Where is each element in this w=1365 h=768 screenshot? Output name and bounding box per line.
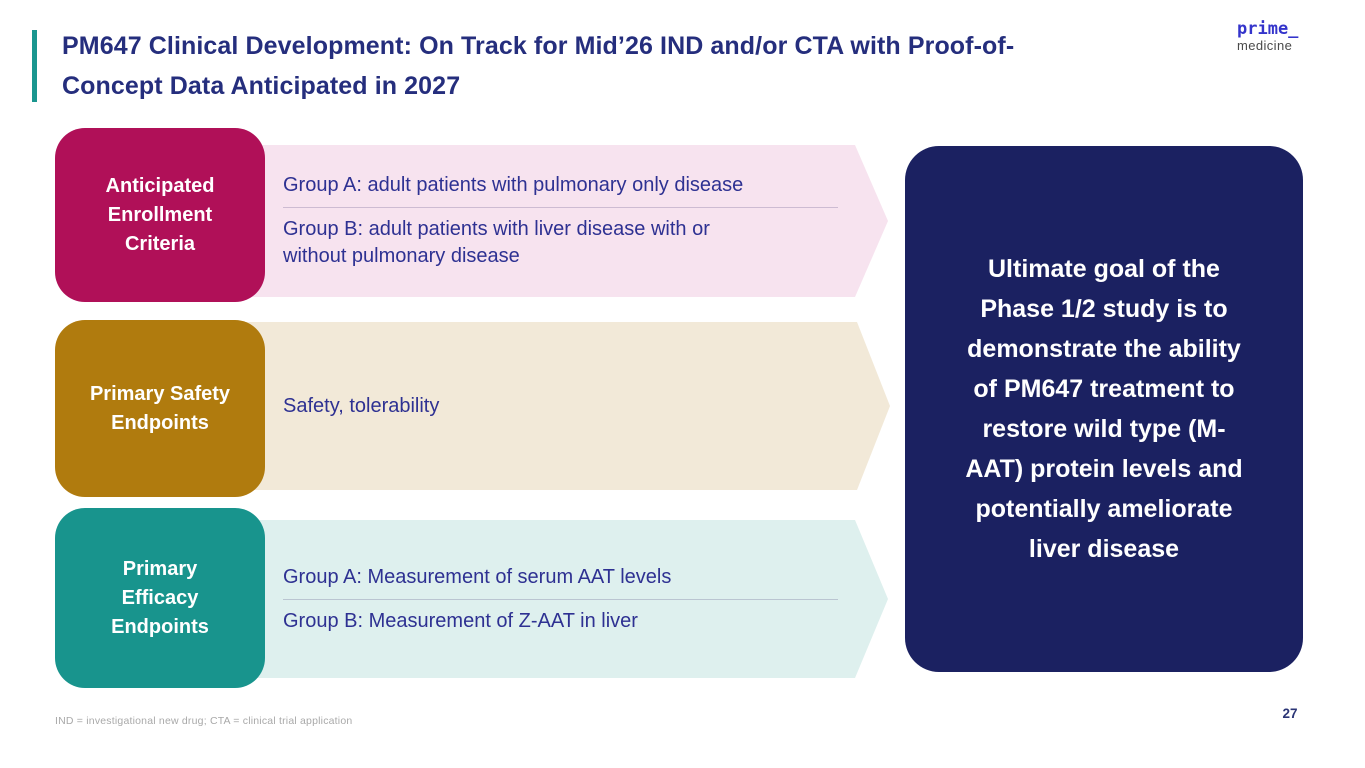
band-anticipated-enrollment-criteria: Group A: adult patients with pulmonary o… <box>235 145 888 297</box>
efficacy-group-b-text: Group B: Measurement of Z-AAT in liver <box>283 609 638 632</box>
enrollment-group-b-text: Group B: adult patients with liver disea… <box>283 218 710 267</box>
ultimate-goal-text: Ultimate goal of the Phase 1/2 study is … <box>965 255 1243 563</box>
ultimate-goal-callout-box: Ultimate goal of the Phase 1/2 study is … <box>905 146 1303 672</box>
band-divider <box>283 599 838 600</box>
safety-endpoints-text: Safety, tolerability <box>283 394 440 417</box>
logo-wordmark-medicine: medicine <box>1237 38 1293 53</box>
label-box-anticipated-enrollment-criteria: Anticipated Enrollment Criteria <box>55 128 265 302</box>
page-number: 27 <box>1282 706 1298 721</box>
label-box-primary-safety-endpoints: Primary Safety Endpoints <box>55 320 265 497</box>
title-accent-bar <box>32 30 37 102</box>
band-divider <box>283 207 838 208</box>
footnote-abbreviations: IND = investigational new drug; CTA = cl… <box>55 715 353 727</box>
logo-wordmark-prime: prime_ <box>1237 19 1299 39</box>
band-primary-efficacy-endpoints: Group A: Measurement of serum AAT levels… <box>235 520 888 678</box>
label-box-primary-efficacy-endpoints: Primary Efficacy Endpoints <box>55 508 265 688</box>
band-primary-safety-endpoints: Safety, tolerability <box>235 322 890 490</box>
slide-title: PM647 Clinical Development: On Track for… <box>62 32 1015 100</box>
enrollment-group-a-text: Group A: adult patients with pulmonary o… <box>283 174 744 196</box>
prime-medicine-logo: prime_ medicine <box>1237 19 1299 53</box>
efficacy-group-a-text: Group A: Measurement of serum AAT levels <box>283 565 672 588</box>
